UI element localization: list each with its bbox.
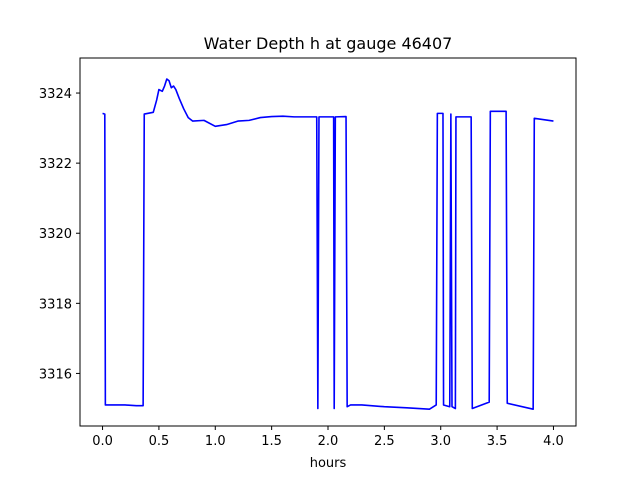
x-tick-label: 4.0	[543, 434, 564, 449]
plot-frame	[79, 57, 577, 427]
plot-area	[102, 78, 554, 410]
y-tick-label: 3324	[39, 87, 72, 102]
x-tick-label: 2.0	[318, 434, 339, 449]
y-tick-label: 3322	[39, 157, 72, 172]
x-tick-label: 0.0	[92, 434, 113, 449]
x-axis-label: hours	[310, 456, 347, 471]
y-tick-label: 3316	[39, 367, 72, 382]
series-line-0	[102, 78, 554, 410]
x-tick-label: 3.0	[430, 434, 451, 449]
y-tick-label: 3318	[39, 297, 72, 312]
y-axis: 3316 3318 3320 3322 3324	[39, 87, 80, 382]
x-tick-label: 1.5	[261, 434, 282, 449]
x-tick-label: 0.5	[149, 434, 170, 449]
x-tick-label: 2.5	[374, 434, 395, 449]
y-tick-label: 3320	[39, 227, 72, 242]
x-axis: 0.0 0.5 1.0 1.5 2.0 2.5 3.0 3.5 4.0	[92, 426, 564, 449]
chart-title: Water Depth h at gauge 46407	[204, 34, 453, 53]
x-tick-label: 3.5	[487, 434, 508, 449]
x-tick-label: 1.0	[205, 434, 226, 449]
